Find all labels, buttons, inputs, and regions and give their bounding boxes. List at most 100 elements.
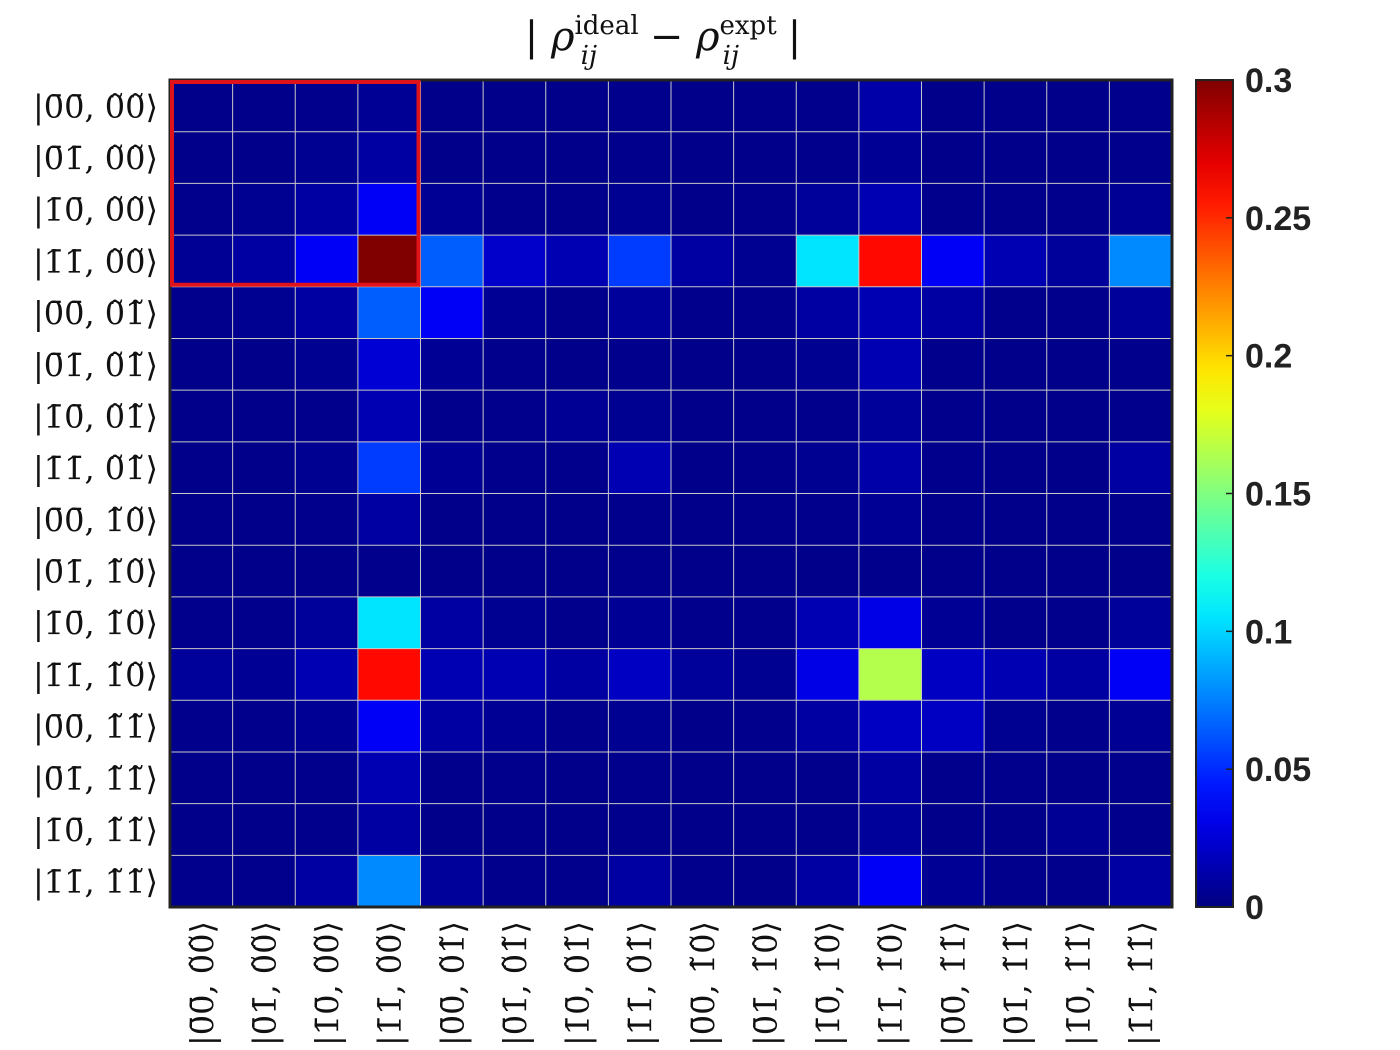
heatmap-cell-r13-c10 bbox=[796, 751, 860, 805]
heatmap-cell-r11-c13 bbox=[984, 648, 1048, 701]
heatmap-cell-r9-c1 bbox=[232, 545, 296, 598]
heatmap-cell-r4-c1 bbox=[232, 286, 296, 339]
heatmap-cell-r13-c0 bbox=[170, 751, 234, 805]
heatmap-cell-r5-c5 bbox=[483, 338, 547, 391]
heatmap-cell-r9-c8 bbox=[671, 545, 735, 598]
heatmap-cell-r9-c13 bbox=[984, 545, 1048, 598]
colorbar-tick-label: 0.2 bbox=[1245, 338, 1292, 376]
column-label-8: |0̄0̄, 1̃0̃⟩ bbox=[684, 921, 722, 1046]
row-label-8: |0̄0̄, 1̃0̃⟩ bbox=[33, 501, 158, 539]
heatmap-cell-r7-c2 bbox=[295, 441, 359, 494]
heatmap-cell-r8-c11 bbox=[858, 493, 922, 546]
row-label-2: |1̄0̄, 0̃0̃⟩ bbox=[33, 191, 158, 229]
heatmap-cell-r7-c13 bbox=[984, 441, 1048, 494]
heatmap-cell-r1-c9 bbox=[733, 131, 797, 184]
heatmap-cell-r12-c6 bbox=[545, 700, 609, 753]
heatmap-cell-r9-c11 bbox=[858, 545, 922, 598]
row-labels: |0̄0̄, 0̃0̃⟩ |0̄1̄, 0̃0̃⟩ |1̄0̄, 0̃0̃⟩ |1̄1… bbox=[33, 88, 158, 901]
heatmap-cell-r13-c9 bbox=[733, 751, 797, 805]
row-label-3: |1̄1̄, 0̃0̃⟩ bbox=[33, 243, 158, 281]
row-label-15: |1̄1̄, 1̃1̃⟩ bbox=[33, 863, 158, 901]
heatmap-cell-r7-c5 bbox=[483, 441, 547, 494]
heatmap-cell-r15-c0 bbox=[170, 855, 234, 908]
heatmap-cell-r1-c14 bbox=[1046, 131, 1110, 184]
heatmap-cell-r6-c10 bbox=[796, 390, 860, 443]
heatmap-cell-r15-c7 bbox=[608, 855, 672, 908]
heatmap-cell-r12-c13 bbox=[984, 700, 1048, 753]
heatmap-cell-r4-c15 bbox=[1109, 286, 1173, 339]
heatmap-cell-r6-c2 bbox=[295, 390, 359, 443]
heatmap-cell-r2-c7 bbox=[608, 183, 672, 236]
heatmap-cell-r0-c15 bbox=[1109, 80, 1173, 133]
column-label-14: |1̄0̄, 1̃1̃⟩ bbox=[1060, 921, 1098, 1046]
row-label-12: |0̄0̄, 1̃1̃⟩ bbox=[33, 708, 158, 746]
row-label-6: |1̄0̄, 0̃1̃⟩ bbox=[33, 398, 158, 436]
column-label-5: |0̄1̄, 0̃1̃⟩ bbox=[496, 921, 534, 1046]
heatmap-cell-r12-c12 bbox=[921, 700, 985, 753]
column-label-9: |0̄1̄, 1̃0̃⟩ bbox=[747, 921, 785, 1046]
heatmap-cell-r2-c12 bbox=[921, 183, 985, 236]
heatmap-cell-r13-c1 bbox=[232, 751, 296, 805]
column-label-12: |0̄0̄, 1̃1̃⟩ bbox=[935, 921, 973, 1046]
heatmap-cell-r1-c4 bbox=[420, 131, 484, 184]
heatmap-cell-r1-c7 bbox=[608, 131, 672, 184]
heatmap-cell-r13-c13 bbox=[984, 751, 1048, 805]
heatmap-cell-r9-c2 bbox=[295, 545, 359, 598]
heatmap-cell-r14-c8 bbox=[671, 803, 735, 856]
heatmap-cell-r5-c13 bbox=[984, 338, 1048, 391]
heatmap-cell-r4-c5 bbox=[483, 286, 547, 339]
heatmap-cell-r13-c5 bbox=[483, 751, 547, 805]
heatmap-cell-r5-c2 bbox=[295, 338, 359, 391]
heatmap-cell-r10-c10 bbox=[796, 596, 860, 650]
heatmap-cell-r1-c5 bbox=[483, 131, 547, 184]
heatmap-cell-r10-c6 bbox=[545, 596, 609, 650]
heatmap-cell-r10-c7 bbox=[608, 596, 672, 650]
heatmap-cell-r10-c0 bbox=[170, 596, 234, 650]
heatmap-cell-r10-c2 bbox=[295, 596, 359, 650]
heatmap-cell-r5-c1 bbox=[232, 338, 296, 391]
heatmap-cell-r0-c13 bbox=[984, 80, 1048, 133]
heatmap-cell-r12-c9 bbox=[733, 700, 797, 753]
heatmap-cell-r11-c14 bbox=[1046, 648, 1110, 701]
heatmap-cell-r2-c2 bbox=[295, 183, 359, 236]
heatmap-cell-r13-c12 bbox=[921, 751, 985, 805]
heatmap-cell-r3-c10 bbox=[796, 235, 860, 288]
heatmap-cell-r14-c13 bbox=[984, 803, 1048, 856]
heatmap-cell-r13-c14 bbox=[1046, 751, 1110, 805]
column-label-15: |1̄1̄, 1̃1̃⟩ bbox=[1123, 921, 1161, 1046]
heatmap-cell-r2-c4 bbox=[420, 183, 484, 236]
heatmap-cell-r3-c12 bbox=[921, 235, 985, 288]
heatmap-cell-r1-c10 bbox=[796, 131, 860, 184]
heatmap-cell-r3-c14 bbox=[1046, 235, 1110, 288]
heatmap-cell-r4-c12 bbox=[921, 286, 985, 339]
heatmap-cell-r6-c12 bbox=[921, 390, 985, 443]
heatmap-cell-r1-c13 bbox=[984, 131, 1048, 184]
heatmap-cell-r11-c8 bbox=[671, 648, 735, 701]
heatmap-cell-r3-c13 bbox=[984, 235, 1048, 288]
heatmap-cell-r14-c7 bbox=[608, 803, 672, 856]
heatmap-cell-r0-c7 bbox=[608, 80, 672, 133]
heatmap-cell-r14-c9 bbox=[733, 803, 797, 856]
heatmap-cell-r3-c4 bbox=[420, 235, 484, 288]
heatmap-cell-r9-c6 bbox=[545, 545, 609, 598]
heatmap-cell-r6-c15 bbox=[1109, 390, 1173, 443]
heatmap-cell-r4-c4 bbox=[420, 286, 484, 339]
heatmap-cell-r0-c0 bbox=[170, 80, 234, 133]
heatmap-cell-r5-c3 bbox=[357, 338, 421, 391]
heatmap-cell-r3-c2 bbox=[295, 235, 359, 288]
heatmap-cell-r2-c0 bbox=[170, 183, 234, 236]
heatmap-cell-r8-c13 bbox=[984, 493, 1048, 546]
row-label-4: |0̄0̄, 0̃1̃⟩ bbox=[33, 295, 158, 333]
heatmap-cell-r1-c15 bbox=[1109, 131, 1173, 184]
heatmap-cell-r4-c6 bbox=[545, 286, 609, 339]
heatmap-cell-r8-c12 bbox=[921, 493, 985, 546]
heatmap-cell-r11-c7 bbox=[608, 648, 672, 701]
heatmap-cell-r15-c1 bbox=[232, 855, 296, 908]
heatmap-cell-r2-c1 bbox=[232, 183, 296, 236]
heatmap-cell-r8-c5 bbox=[483, 493, 547, 546]
colorbar-tick-label: 0.05 bbox=[1245, 751, 1311, 789]
column-label-0: |0̄0̄, 0̃0̃⟩ bbox=[183, 921, 221, 1046]
heatmap-cell-r0-c1 bbox=[232, 80, 296, 133]
heatmap-cell-r7-c11 bbox=[858, 441, 922, 494]
heatmap-cell-r8-c0 bbox=[170, 493, 234, 546]
